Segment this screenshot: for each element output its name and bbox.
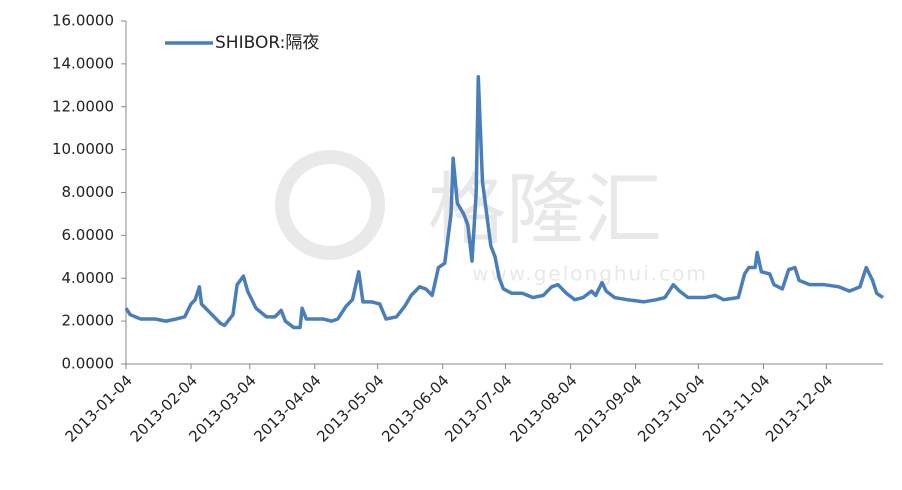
watermark-brand: 格隆汇 [428, 165, 662, 255]
y-tick-label: 14.0000 [52, 54, 114, 72]
y-tick-label: 4.0000 [62, 269, 115, 287]
x-tick-label: 2013-08-04 [506, 371, 580, 445]
watermark-url: www.gelonghui.com [472, 262, 708, 286]
legend-label: SHIBOR:隔夜 [215, 33, 319, 53]
x-tick-label: 2013-05-04 [313, 371, 387, 445]
y-tick-label: 6.0000 [62, 226, 115, 244]
y-tick-label: 16.0000 [52, 12, 114, 30]
y-tick-label: 8.0000 [62, 183, 115, 201]
x-tick-label: 2013-12-04 [762, 371, 836, 445]
series-line [124, 74, 884, 330]
watermark-logo [275, 150, 385, 260]
x-tick-label: 2013-07-04 [441, 371, 515, 445]
y-tick-label: 0.0000 [62, 355, 115, 373]
y-tick-label: 2.0000 [62, 312, 115, 330]
watermark: 格隆汇 www.gelonghui.com [275, 150, 708, 286]
y-tick-label: 12.0000 [52, 97, 114, 115]
x-tick-label: 2013-01-04 [62, 371, 136, 445]
x-tick-label: 2013-10-04 [634, 371, 708, 445]
y-tick-label: 10.0000 [52, 140, 114, 158]
